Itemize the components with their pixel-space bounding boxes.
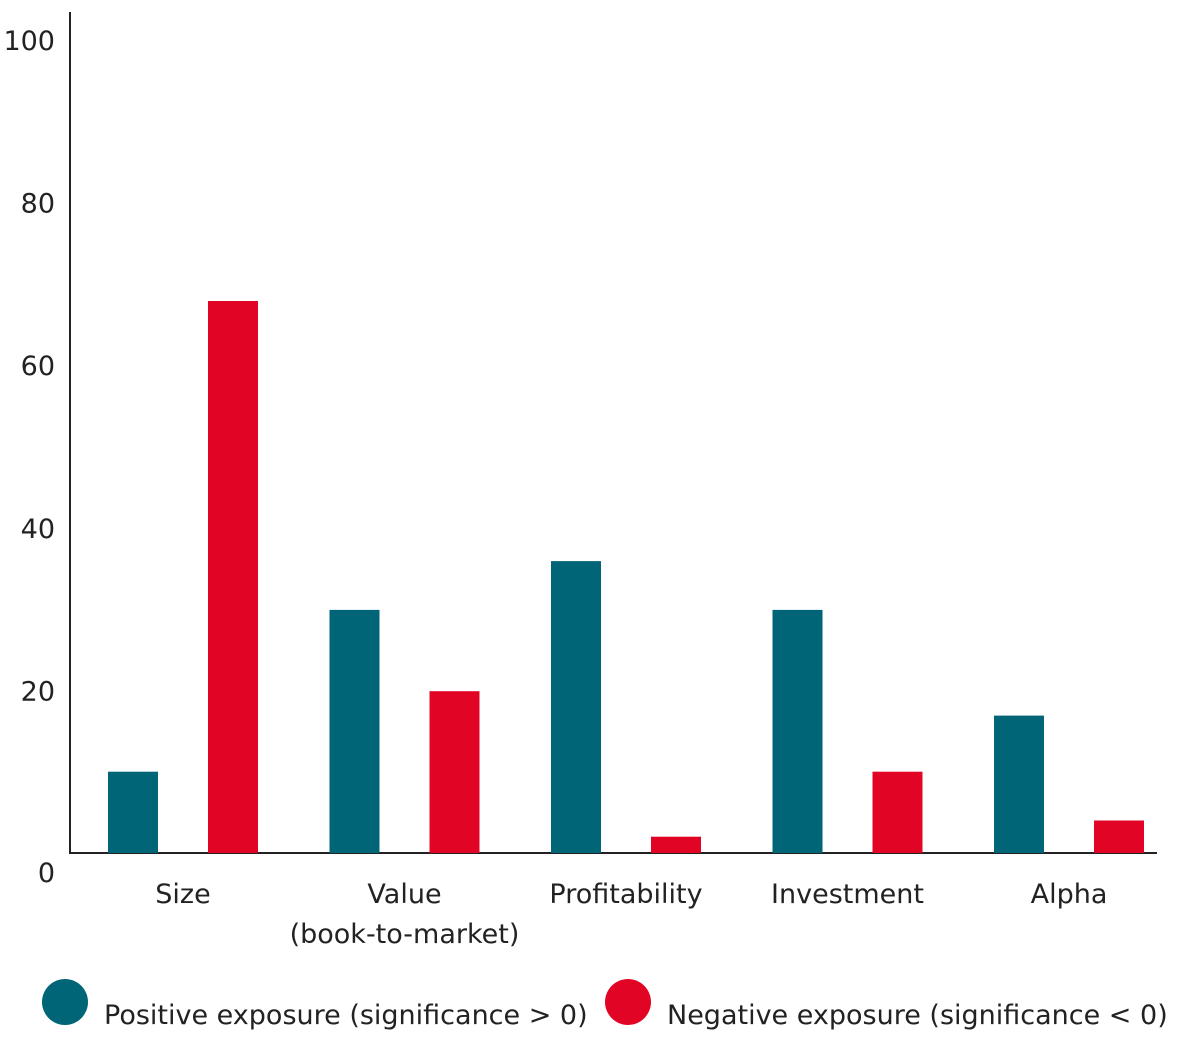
- y-tick-label: 20: [21, 676, 55, 707]
- bars: [108, 301, 1144, 853]
- bar-positive: [329, 609, 380, 853]
- bar-negative: [1094, 820, 1144, 853]
- legend-item: Negative exposure (significance < 0): [605, 979, 1168, 1031]
- bar-negative: [651, 836, 701, 853]
- bar-positive: [994, 715, 1044, 853]
- legend-swatch: [605, 979, 651, 1025]
- bar-negative: [872, 771, 923, 853]
- x-category-label: Profitability: [549, 879, 702, 910]
- bar-negative: [429, 691, 480, 853]
- y-tick-label: 60: [21, 351, 55, 382]
- bar-positive: [108, 771, 158, 853]
- x-category-label: (book-to-market): [290, 919, 520, 950]
- legend-label: Negative exposure (significance < 0): [667, 1000, 1168, 1031]
- x-category-label: Alpha: [1031, 879, 1108, 910]
- bar-negative: [208, 301, 258, 853]
- x-category-label: Value: [367, 879, 441, 910]
- x-axis-labels: Size Value (book-to-market) Profitability In…: [155, 879, 1107, 950]
- bar-positive: [772, 609, 823, 853]
- y-tick-label: 100: [3, 26, 55, 57]
- y-tick-label: 80: [21, 189, 55, 220]
- legend-label: Positive exposure (significance > 0): [104, 1000, 588, 1031]
- y-axis-ticks: 0 20 40 60 80 100: [3, 26, 55, 889]
- bar-positive: [551, 561, 601, 853]
- legend-swatch: [42, 979, 88, 1025]
- y-tick-label: 0: [38, 858, 55, 889]
- legend: Positive exposure (significance > 0) Nega…: [42, 979, 1168, 1031]
- x-category-label: Size: [155, 879, 210, 910]
- y-tick-label: 40: [21, 514, 55, 545]
- legend-item: Positive exposure (significance > 0): [42, 979, 588, 1031]
- x-category-label: Investment: [771, 879, 924, 910]
